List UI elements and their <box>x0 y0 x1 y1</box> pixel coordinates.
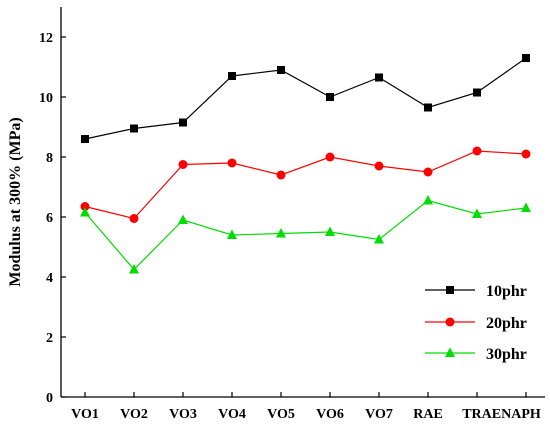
data-point-square <box>130 124 138 133</box>
y-tick-label: 2 <box>46 331 53 346</box>
x-tick-label: VO7 <box>365 407 393 422</box>
data-point-triangle <box>80 207 90 217</box>
y-axis-title: Modulus at 300% (MPa) <box>7 117 24 286</box>
data-point-triangle <box>374 234 384 244</box>
data-point-circle <box>227 158 237 168</box>
x-tick-label: VO3 <box>169 407 197 422</box>
data-point-circle <box>472 146 482 156</box>
legend: 10phr 20phr 30phr <box>425 283 527 363</box>
series-line <box>84 57 527 140</box>
series-layer <box>80 54 531 274</box>
data-point-square <box>424 103 432 112</box>
data-point-triangle <box>472 208 482 218</box>
y-axis-ticks: 0 2 4 6 8 10 12 <box>39 31 66 406</box>
data-point-square <box>179 118 187 127</box>
x-tick-label: VO2 <box>120 407 148 422</box>
y-tick-label: 6 <box>46 211 53 226</box>
data-point-triangle <box>129 264 139 274</box>
legend-item: 30phr <box>425 346 527 363</box>
series-10phr <box>81 54 530 143</box>
data-point-triangle <box>521 202 531 212</box>
series-30phr <box>80 195 531 274</box>
data-point-square <box>446 286 454 294</box>
series-20phr <box>80 146 531 223</box>
x-tick-label: VO1 <box>71 407 99 422</box>
data-point-square <box>81 135 89 143</box>
data-point-square <box>522 54 530 62</box>
plot-frame <box>60 7 545 398</box>
x-tick-label: VO4 <box>218 407 246 422</box>
x-tick-label: TRAENAPH <box>462 407 541 422</box>
legend-label: 30phr <box>486 346 527 363</box>
x-tick-label: RAE <box>413 407 443 422</box>
data-point-circle <box>325 152 335 162</box>
data-point-triangle <box>445 347 455 357</box>
y-tick-label: 4 <box>46 271 53 286</box>
data-point-circle <box>80 202 90 211</box>
legend-label: 10phr <box>486 283 527 300</box>
legend-item: 10phr <box>425 283 527 300</box>
data-point-square <box>375 73 383 82</box>
data-point-circle <box>521 149 531 159</box>
x-tick-label: VO6 <box>316 407 344 422</box>
legend-label: 20phr <box>486 315 527 332</box>
data-point-triangle <box>178 214 188 224</box>
data-point-triangle <box>276 228 286 238</box>
data-point-circle <box>276 170 286 180</box>
data-point-triangle <box>325 226 335 236</box>
data-point-square <box>277 66 285 74</box>
data-point-triangle <box>423 195 433 205</box>
data-point-square <box>473 88 481 97</box>
series-line <box>84 150 527 220</box>
data-point-circle <box>129 214 139 223</box>
legend-item: 20phr <box>425 315 527 332</box>
y-tick-label: 8 <box>46 151 53 166</box>
y-tick-label: 10 <box>39 91 53 106</box>
x-tick-label: VO5 <box>267 407 295 422</box>
data-point-circle <box>423 167 433 177</box>
data-point-square <box>326 93 334 101</box>
y-tick-label: 12 <box>39 31 53 46</box>
data-point-circle <box>445 317 455 327</box>
data-point-triangle <box>227 229 237 239</box>
x-axis-ticks: VO1 VO2 VO3 VO4 VO5 VO6 VO7 RAE TRAENAPH <box>71 392 541 422</box>
series-line <box>84 199 527 271</box>
data-point-circle <box>374 161 384 171</box>
data-point-circle <box>178 160 188 169</box>
y-tick-label: 0 <box>46 391 53 406</box>
data-point-square <box>228 72 236 80</box>
